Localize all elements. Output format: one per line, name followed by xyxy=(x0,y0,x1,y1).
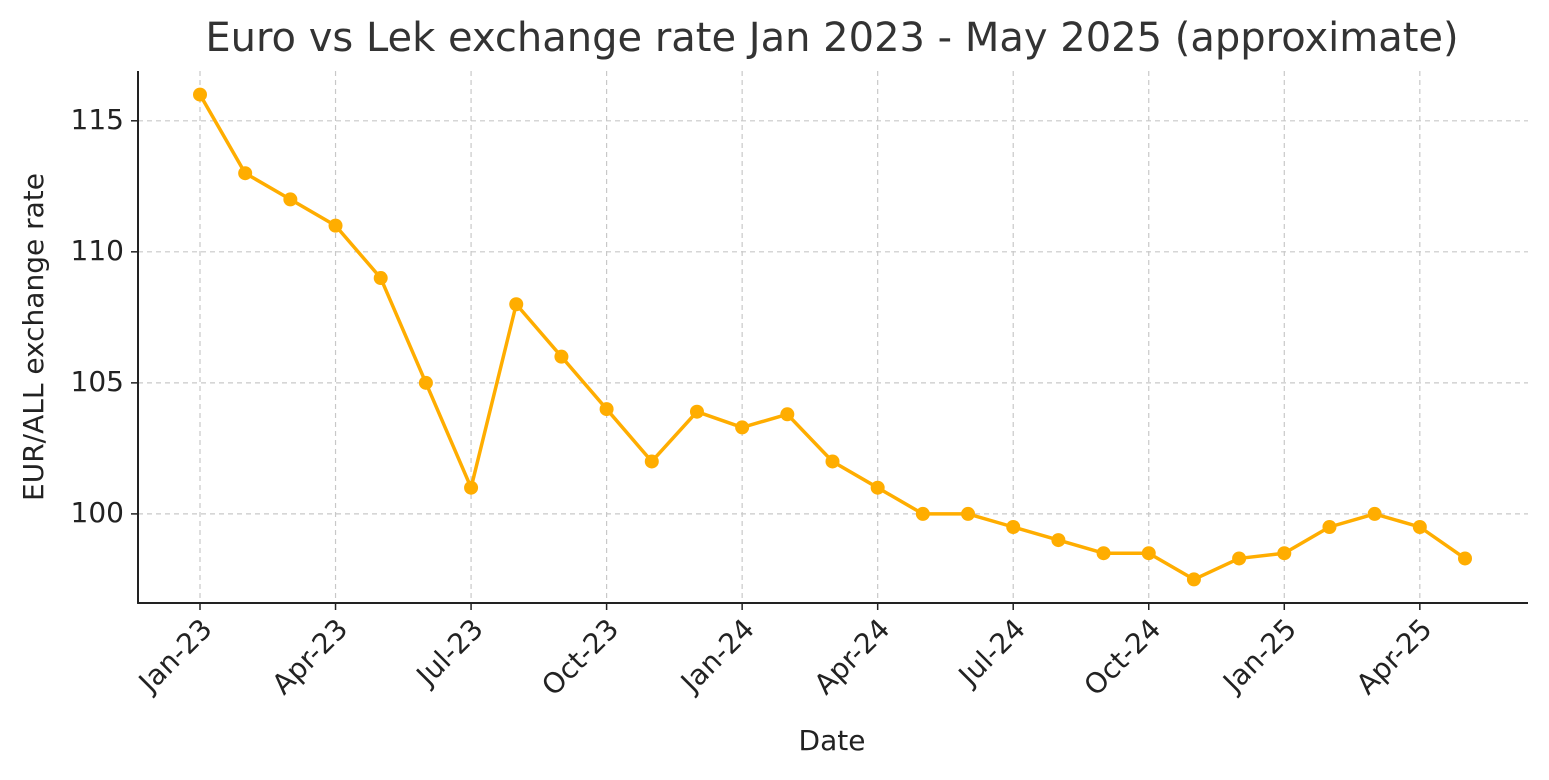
y-tick-label: 105 xyxy=(71,365,124,398)
x-tick-label: Oct-23 xyxy=(535,612,625,702)
x-tick-label: Jan-24 xyxy=(673,612,761,700)
x-tick-label: Apr-23 xyxy=(265,612,354,701)
data-point xyxy=(825,454,840,469)
data-point xyxy=(1458,551,1472,566)
data-point xyxy=(1322,520,1337,534)
data-point xyxy=(418,375,433,390)
data-point xyxy=(1096,546,1111,561)
data-point xyxy=(735,420,750,435)
data-point xyxy=(870,480,885,495)
x-tick-label: Oct-24 xyxy=(1077,612,1167,702)
data-point xyxy=(1412,520,1427,534)
data-point xyxy=(1367,506,1382,521)
data-point xyxy=(328,218,343,233)
x-tick-label: Jul-24 xyxy=(951,612,1032,693)
y-axis-label: EUR/ALL exchange rate xyxy=(17,173,50,501)
x-tick-label: Apr-24 xyxy=(808,612,897,701)
x-axis-label: Date xyxy=(799,724,866,757)
x-tick-label: Apr-25 xyxy=(1350,612,1439,701)
data-point xyxy=(464,480,479,495)
data-point xyxy=(554,349,569,364)
data-line xyxy=(198,93,1466,582)
data-point xyxy=(599,402,614,417)
data-point xyxy=(193,87,207,102)
data-point xyxy=(1232,551,1247,566)
data-point xyxy=(1141,546,1156,561)
data-point xyxy=(1186,572,1201,587)
data-point xyxy=(915,506,930,521)
data-point xyxy=(373,271,388,286)
x-tick-label: Jan-25 xyxy=(1215,612,1303,700)
data-point xyxy=(1006,520,1021,534)
data-point xyxy=(509,297,524,312)
y-tick-label: 115 xyxy=(71,103,124,136)
chart-title: Euro vs Lek exchange rate Jan 2023 - May… xyxy=(205,15,1458,61)
data-point xyxy=(1051,533,1066,548)
data-point xyxy=(961,506,976,521)
x-tick-label: Jan-23 xyxy=(131,612,219,700)
y-tick-label: 110 xyxy=(71,234,124,267)
data-point xyxy=(283,192,298,207)
data-point xyxy=(644,454,659,469)
data-point xyxy=(238,166,253,181)
data-point xyxy=(780,407,795,422)
data-point xyxy=(1277,546,1292,561)
y-tick-label: 100 xyxy=(71,496,124,529)
data-point xyxy=(689,404,704,419)
x-tick-label: Jul-23 xyxy=(409,612,490,693)
